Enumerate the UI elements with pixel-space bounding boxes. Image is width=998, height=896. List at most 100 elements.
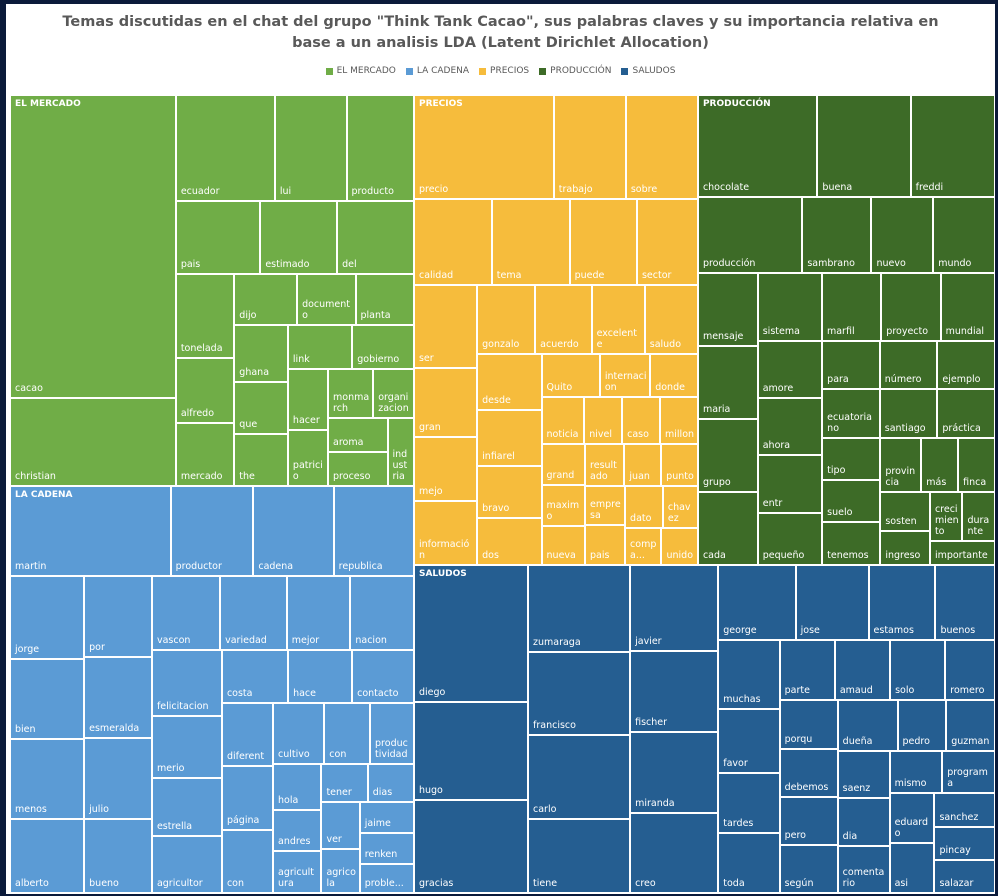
cell-label: amaud (839, 685, 873, 697)
cell-label: lui (279, 186, 292, 198)
cell-label: guzman (951, 735, 990, 747)
cell-label: javier (635, 635, 662, 647)
cell-label: mejo (418, 485, 443, 497)
cell-label: asi (894, 877, 908, 889)
cell-label: industria (392, 448, 408, 482)
treemap-cell: chavez (662, 486, 698, 528)
treemap-cell: link (287, 325, 353, 369)
treemap-cell: favor (718, 708, 780, 773)
cell-label: pais (180, 258, 201, 270)
cell-label: pequeño (762, 549, 805, 561)
treemap-cell: ser (413, 285, 478, 369)
treemap-cell: julio (84, 738, 152, 819)
legend-swatch (325, 67, 333, 75)
cell-label: bien (15, 724, 36, 736)
treemap-cell: santiago (879, 389, 938, 438)
treemap-cell: precio (413, 95, 554, 199)
cell-label: ejemplo (942, 374, 981, 386)
cell-label: dia (842, 830, 858, 842)
cell-label: salazar (939, 877, 974, 889)
cell-label: nacion (355, 635, 387, 647)
treemap-cell: hacer (287, 368, 329, 431)
cell-label: resultado (590, 460, 617, 483)
cell-label: dato (630, 512, 652, 524)
legend-swatch (539, 67, 547, 75)
treemap-cell: resultado (585, 443, 625, 487)
treemap-cell: aroma (328, 418, 388, 453)
treemap-cell: planta (355, 273, 414, 326)
cell-label: ahora (762, 440, 791, 452)
treemap-cell: saenz (837, 750, 890, 799)
cell-label: variedad (225, 635, 267, 647)
treemap-cell: compa... (625, 527, 662, 565)
cell-label: infiarel (482, 450, 515, 462)
cell-label: acuerdo (540, 339, 579, 351)
treemap-cell: debemos (779, 748, 838, 797)
treemap-cell: esmeralda (84, 657, 152, 739)
legend-swatch (479, 67, 487, 75)
cell-label: monmarch (333, 392, 370, 415)
panel: Temas discutidas en el chat del grupo "T… (6, 4, 995, 894)
treemap-cell: por (84, 576, 152, 658)
cell-label: del (342, 258, 357, 270)
cell-label: freddi (915, 181, 944, 193)
cell-label: solo (895, 685, 915, 697)
cell-label: dias (372, 787, 393, 799)
treemap-cell: vascon (151, 576, 221, 651)
treemap-cell: martin (10, 485, 171, 577)
cell-label: documento (302, 299, 351, 322)
treemap-cell: infiarel (477, 410, 542, 466)
cell-label: jaime (364, 818, 391, 830)
treemap-cell: cacao (10, 95, 176, 399)
treemap-cell: patricio (287, 430, 329, 486)
cell-label: bravo (482, 502, 510, 514)
treemap-cell: productor (170, 485, 254, 577)
cell-label: contacto (357, 687, 399, 699)
cell-label: carlo (533, 803, 557, 815)
treemap-cell: número (879, 340, 938, 390)
treemap-cell: finca (958, 437, 995, 493)
cell-label: ghana (239, 366, 270, 378)
cell-label: para (827, 374, 849, 386)
cell-label: mundial (945, 325, 985, 337)
cell-label: debemos (784, 781, 829, 793)
cell-label: chocolate (702, 181, 750, 193)
cell-label: caso (627, 428, 649, 440)
treemap-cell: jorge (10, 576, 85, 660)
treemap-cell: republica (333, 485, 414, 577)
treemap-cell: tipo (822, 437, 881, 481)
cell-label: grupo (702, 476, 731, 488)
cell-label: sanchez (939, 811, 979, 823)
treemap-cell: carlo (528, 735, 631, 819)
legend-label: LA CADENA (416, 66, 470, 76)
treemap-cell: mejor (286, 576, 351, 651)
cell-label: alfredo (180, 407, 215, 419)
cell-label: proceso (333, 470, 371, 482)
treemap-cell: guzman (946, 700, 995, 751)
cell-label: que (239, 418, 258, 430)
cell-label: punto (666, 471, 694, 483)
treemap-cell: para (822, 340, 880, 390)
cell-label: eduardo (894, 817, 929, 840)
cell-label: durante (967, 514, 990, 537)
cell-label: saludo (649, 339, 682, 351)
cell-label: estimado (265, 258, 310, 270)
treemap-cell: sosten (880, 492, 930, 531)
cell-label: george (723, 624, 757, 636)
treemap-cell: juan (624, 443, 662, 487)
cell-label: tenemos (827, 549, 869, 561)
cell-label: pero (784, 829, 806, 841)
treemap-cell: puede (569, 198, 637, 286)
treemap-cell: documento (297, 273, 356, 326)
cell-label: millon (665, 428, 695, 440)
treemap-cell: miranda (630, 731, 719, 814)
cell-label: producción (702, 257, 756, 269)
treemap-cell: entr (757, 455, 823, 513)
cell-label: práctica (942, 422, 981, 434)
cell-label: con (329, 748, 347, 760)
treemap-cell: nuevo (871, 196, 934, 273)
cell-label: christian (15, 470, 56, 482)
cell-label: hola (278, 794, 299, 806)
treemap-cell: millon (660, 396, 698, 444)
treemap-cell: romero (945, 639, 995, 701)
